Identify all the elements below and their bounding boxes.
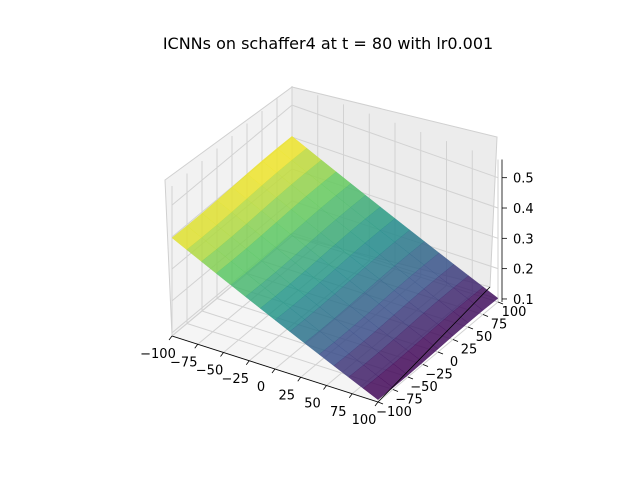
y-axis-line: [377, 286, 491, 403]
back-grid-z-4: [291, 104, 499, 179]
x-tick-mark: [348, 393, 353, 398]
y-tick-mark: [452, 339, 459, 342]
y-tick-label: 25: [461, 343, 478, 358]
chart-title: ICNNs on schaffer4 at t = 80 with lr0.00…: [163, 34, 493, 53]
x-tick-label: −100: [140, 347, 176, 362]
z-tick-label: 0.3: [513, 232, 534, 247]
y-tick-label: −75: [395, 393, 422, 408]
x-tick-mark: [194, 344, 199, 349]
y-tick-mark: [467, 326, 474, 330]
y-tick-mark: [437, 351, 444, 355]
x-tick-label: 75: [330, 405, 347, 420]
y-tick-label: −25: [425, 368, 452, 383]
z-tick-label: 0.1: [513, 293, 534, 308]
x-tick-mark: [297, 377, 302, 382]
y-tick-label: 50: [476, 330, 493, 345]
back-grid-z-3: [291, 136, 499, 209]
x-axis-ticks: −100−75−50−25 0 25 50 75 100: [140, 335, 379, 428]
y-tick-mark: [407, 376, 414, 380]
x-tick-mark: [220, 352, 224, 357]
y-tick-mark: [482, 314, 489, 317]
x-tick-label: 100: [352, 413, 377, 428]
x-tick-mark: [271, 368, 276, 374]
x-tick-label: 25: [278, 388, 295, 403]
surface-plot: [171, 136, 499, 400]
z-tick-label: 0.4: [513, 202, 534, 217]
y-tick-label: 0: [450, 355, 458, 370]
y-tick-mark: [422, 364, 429, 367]
y-tick-label: 100: [502, 305, 527, 320]
z-tick-label: 0.5: [513, 172, 534, 187]
x-tick-label: 0: [257, 380, 265, 395]
y-tick-mark: [377, 401, 384, 405]
x-tick-label: −75: [170, 355, 197, 370]
y-tick-mark: [392, 389, 399, 392]
x-tick-mark: [374, 401, 379, 407]
left-grid-z-4: [171, 104, 293, 206]
surface-patch: [468, 286, 499, 311]
x-tick-label: −50: [196, 364, 223, 379]
y-tick-label: −100: [376, 405, 412, 420]
x-tick-mark: [168, 335, 173, 341]
z-axis-ticks: 0.1 0.2 0.3 0.4 0.5: [502, 172, 534, 308]
y-tick-label: 75: [491, 318, 508, 333]
x-tick-mark: [245, 360, 250, 365]
y-tick-mark: [497, 301, 504, 305]
x-tick-label: 50: [304, 397, 321, 412]
x-tick-mark: [323, 385, 327, 390]
z-tick-label: 0.2: [513, 263, 534, 278]
x-tick-label: −25: [222, 372, 249, 387]
y-tick-label: −50: [410, 380, 437, 395]
